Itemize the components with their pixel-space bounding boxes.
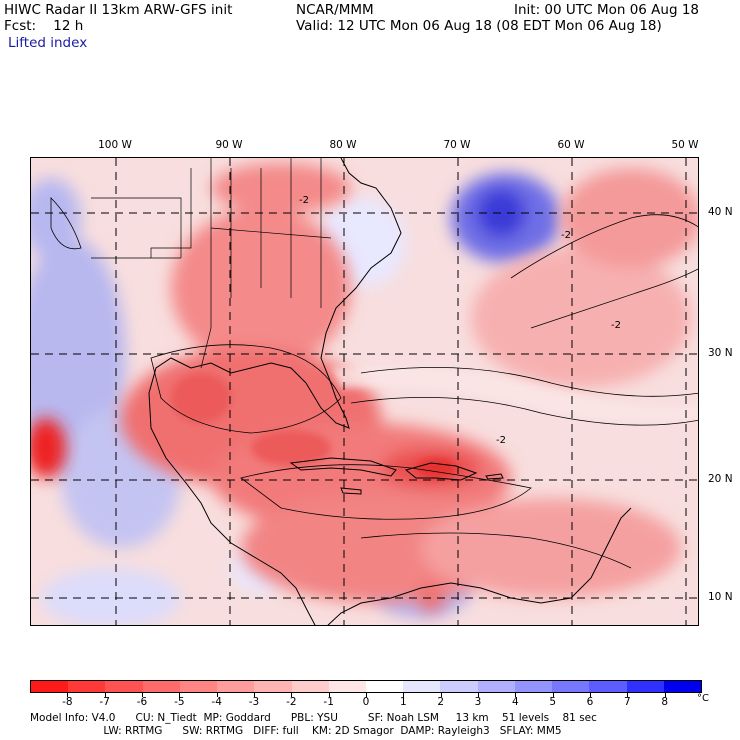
colorbar-swatch: [254, 681, 292, 692]
colorbar-swatch: [626, 681, 664, 692]
colorbar-tick: [291, 693, 293, 697]
colorbar-tick: [67, 693, 69, 697]
puerto-rico-outline: [485, 473, 504, 480]
lon-label-90w: 90 W: [215, 139, 243, 151]
colorbar-tick: [142, 693, 143, 697]
colorbar-tick-label: -7: [99, 696, 110, 708]
colorbar-swatch: [31, 681, 69, 692]
colorbar-swatch: [440, 681, 478, 692]
colorbar-tick-label: -3: [248, 696, 260, 708]
jamaica-outline: [340, 487, 362, 495]
colorbar-tick: [328, 693, 330, 697]
colorbar-tick-label: 3: [474, 696, 482, 708]
contour-label: -2: [299, 195, 309, 206]
colorbar-tick: [403, 693, 405, 697]
contour-label: -2: [611, 320, 621, 331]
colorbar-swatch: [663, 681, 701, 692]
colorbar-tick-label: -1: [323, 696, 334, 708]
colorbar-tick-label: 6: [586, 696, 594, 708]
lon-label-60w: 60 W: [557, 139, 585, 151]
lat-label-10n: 10 N: [708, 591, 733, 603]
map-canvas: -2 -2 -2 -2: [31, 158, 698, 625]
colorbar: [30, 680, 702, 693]
model-info-line1: Model Info: V4.0 CU: N_Tiedt MP: Goddard…: [30, 712, 597, 724]
init-time: Init: 00 UTC Mon 06 Aug 18: [514, 2, 699, 18]
colorbar-tick: [440, 693, 442, 697]
colorbar-tick: [478, 693, 479, 697]
contour-lines: [50, 197, 698, 569]
lat-label-30n: 30 N: [708, 347, 733, 359]
colorbar-swatch: [589, 681, 627, 692]
colorbar-swatch: [552, 681, 590, 692]
us-mexico-coastline: [148, 158, 402, 625]
colorbar-swatch: [142, 681, 180, 692]
model-title: HIWC Radar II 13km ARW-GFS init: [4, 2, 233, 18]
colorbar-tick-label: 7: [623, 696, 631, 708]
colorbar-tick: [590, 693, 591, 697]
colorbar-tick-label: -6: [136, 696, 148, 708]
colorbar-tick: [179, 693, 181, 697]
forecast-hour: Fcst: 12 h: [4, 18, 84, 34]
colorbar-tick-label: 8: [661, 696, 668, 708]
lat-label-20n: 20 N: [708, 473, 733, 485]
lon-label-70w: 70 W: [443, 139, 471, 151]
contour-label: -2: [561, 230, 571, 241]
colorbar-tick-label: -5: [174, 696, 185, 708]
contour-label: -2: [496, 435, 506, 446]
colorbar-swatch: [477, 681, 515, 692]
lat-label-40n: 40 N: [708, 206, 733, 218]
colorbar-swatch: [179, 681, 218, 692]
colorbar-tick: [552, 693, 554, 697]
colorbar-tick-label: 1: [399, 696, 407, 708]
colorbar-swatch: [105, 681, 143, 692]
colorbar-tick-label: 5: [549, 696, 556, 708]
colorbar-swatch: [291, 681, 329, 692]
state-borders: [91, 158, 332, 369]
colorbar-tick: [664, 693, 666, 697]
colorbar-tick-label: 2: [437, 696, 444, 708]
colorbar-tick: [254, 693, 255, 697]
colorbar-swatch: [365, 681, 404, 692]
lon-label-50w: 50 W: [671, 139, 699, 151]
colorbar-swatch: [328, 681, 366, 692]
colorbar-swatch: [68, 681, 106, 692]
colorbar-swatch: [514, 681, 553, 692]
colorbar-unit: °C: [697, 693, 709, 704]
colorbar-swatch: [217, 681, 255, 692]
valid-time: Valid: 12 UTC Mon 06 Aug 18 (08 EDT Mon …: [296, 18, 662, 34]
colorbar-tick: [627, 693, 629, 697]
field-name: Lifted index: [8, 35, 88, 51]
lifted-index-map: -2 -2 -2 -2: [30, 157, 699, 626]
colorbar-tick-label: -8: [62, 696, 73, 708]
colorbar-tick: [515, 693, 517, 697]
colorbar-tick-label: 0: [362, 696, 370, 708]
colorbar-swatch: [403, 681, 441, 692]
organization-label: NCAR/MMM: [296, 2, 374, 18]
colorbar-tick-label: 4: [511, 696, 519, 708]
lon-label-100w: 100 W: [98, 139, 132, 151]
colorbar-tick: [216, 693, 218, 697]
colorbar-tick: [104, 693, 106, 697]
lon-label-80w: 80 W: [329, 139, 357, 151]
colorbar-tick-label: -4: [211, 696, 222, 708]
stable-band: [331, 366, 698, 422]
model-info-line2: LW: RRTMG SW: RRTMG DIFF: full KM: 2D Sm…: [30, 725, 562, 737]
colorbar-tick: [366, 693, 367, 697]
colorbar-tick-label: -2: [286, 696, 297, 708]
